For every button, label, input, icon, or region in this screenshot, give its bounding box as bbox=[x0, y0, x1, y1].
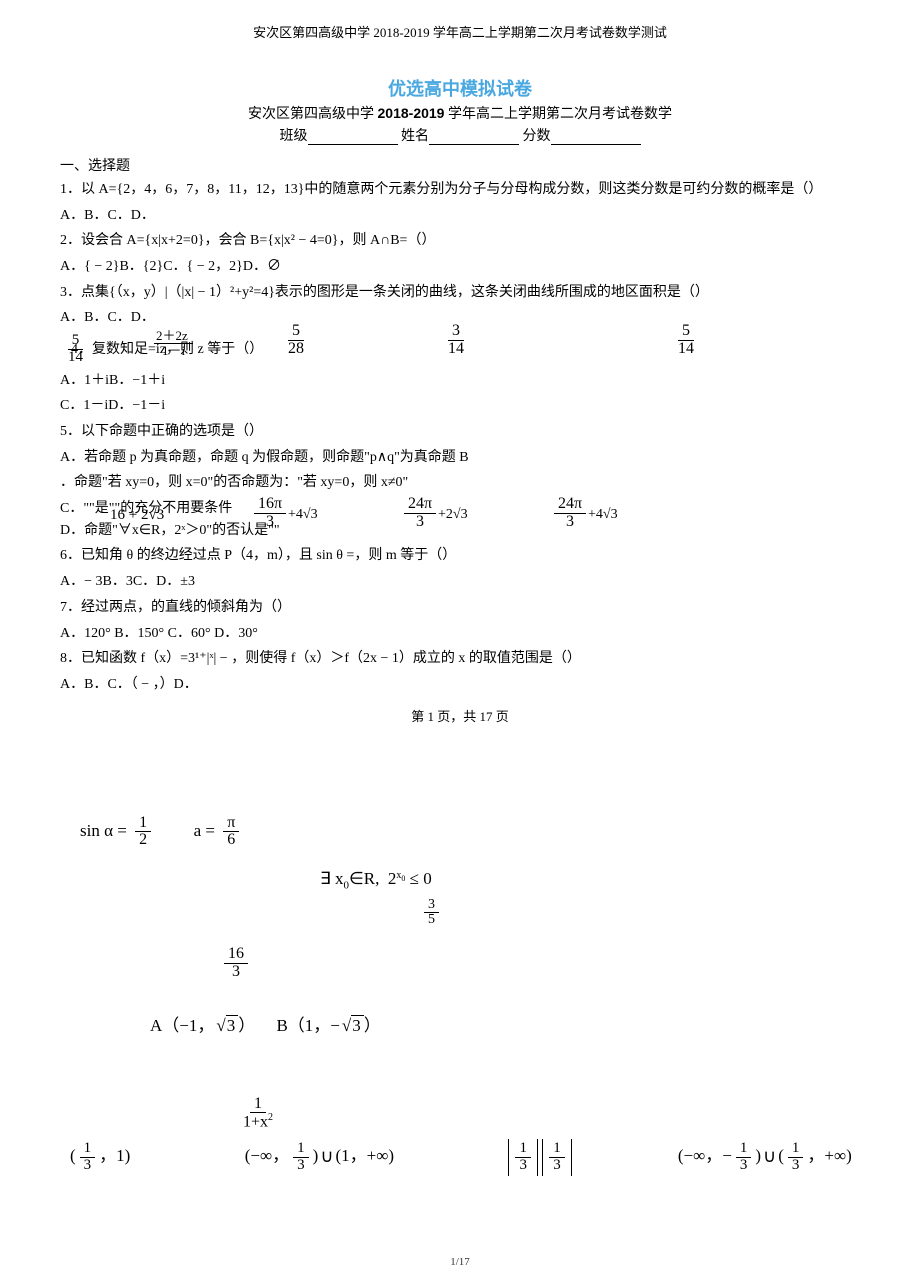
frac-3-5: 35 bbox=[420, 898, 443, 928]
page-header: 安次区第四高级中学 2018-2019 学年高二上学期第二次月考试卷数学测试 bbox=[0, 0, 920, 51]
question-1: 1．以 A={2，4，6，7，8，11，12，13}中的随意两个元素分别为分子与… bbox=[60, 179, 860, 201]
frac-5-28: 5 28 bbox=[280, 323, 312, 358]
question-7-opts: A．120° B．150° C．60° D．30° bbox=[60, 623, 860, 645]
question-8: 8．已知函数 f（x）=3¹⁺|ˣ| − ，则使得 f（x）＞f（2x − 1）… bbox=[60, 648, 860, 670]
content-area: 优选高中模拟试卷 安次区第四高级中学 2018-2019 学年高二上学期第二次月… bbox=[0, 75, 920, 725]
question-5-a: A．若命题 p 为真命题，命题 q 为假命题，则命题"p∧q"为真命题 B bbox=[60, 447, 860, 469]
interval-c: 13 13 bbox=[508, 1139, 571, 1176]
field-name-label: 姓名 bbox=[401, 129, 429, 144]
stack-bot: 1－i bbox=[154, 344, 193, 358]
lm-row-1: sin α = 12 a = π6 bbox=[60, 815, 860, 850]
frac-24pi-3-a: 24π 3 bbox=[400, 496, 440, 531]
sixteen-text: 16 + 2√3 bbox=[110, 504, 164, 527]
frac-num: 5 bbox=[678, 323, 694, 341]
question-4-opt-c: C．1－iD．−1－i bbox=[60, 395, 860, 417]
frac-16pi-3: 16π 3 bbox=[250, 496, 290, 531]
mid-page-number: 第 1 页，共 17 页 bbox=[60, 706, 860, 725]
frac-1-1x2: 1 1+x2 bbox=[235, 1096, 281, 1132]
frac-num: 16π bbox=[254, 496, 286, 514]
plus-2sqrt3: +2√3 bbox=[438, 504, 468, 526]
question-3: 3．点集{（x，y）|（|x| − 1）²+y²=4}表示的图形是一条关闭的曲线… bbox=[60, 282, 860, 304]
frac-24pi-3-b: 24π 3 bbox=[550, 496, 590, 531]
stack-top: 2＋2z bbox=[154, 329, 193, 344]
interval-a: (13，1) bbox=[70, 1141, 139, 1174]
exists-expr: ∃ x0∈R, 2x0 ≤ 0 bbox=[320, 869, 432, 888]
exam-title-pre: 安次区第四高级中学 bbox=[248, 107, 378, 122]
frac-pi-6: π6 bbox=[219, 815, 243, 850]
watermark-title: 优选高中模拟试卷 bbox=[60, 75, 860, 101]
lm-row-3: 35 bbox=[60, 898, 860, 928]
interval-d: (−∞，−13)∪(13，+∞) bbox=[678, 1141, 860, 1174]
frac-den: 3 bbox=[262, 514, 278, 531]
sin-alpha: sin α = bbox=[80, 821, 127, 840]
frac-den: 3 bbox=[562, 514, 578, 531]
question-4-opt-a: A．1＋iB．−1＋i bbox=[60, 370, 860, 392]
point-B: B（1，−3） bbox=[276, 1016, 380, 1035]
question-5: 5．以下命题中正确的选项是（） bbox=[60, 421, 860, 443]
frac-5-14-b: 5 14 bbox=[670, 323, 702, 358]
plus-4sqrt3-b: +4√3 bbox=[588, 504, 618, 526]
field-class-label: 班级 bbox=[280, 129, 308, 144]
lm-row-7: (13，1) (−∞，13)∪(1，+∞) 13 13 (−∞，−13)∪(13… bbox=[60, 1139, 860, 1176]
question-2: 2．设会合 A={x|x+2=0}，会合 B={x|x² − 4=0}，则 A∩… bbox=[60, 230, 860, 252]
field-score-blank bbox=[551, 130, 641, 145]
frac-den: 3 bbox=[412, 514, 428, 531]
field-name-blank bbox=[429, 130, 519, 145]
frac-16-3: 163 bbox=[220, 946, 252, 981]
stack-2-2z: 2＋2z 1－i bbox=[154, 329, 193, 359]
frac-den: 14 bbox=[444, 341, 468, 358]
fields-line: 班级 姓名 分数 bbox=[60, 125, 860, 145]
page-footer: 1/17 bbox=[0, 1256, 920, 1288]
frac-num: 5 bbox=[288, 323, 304, 341]
question-2-opts: A．{ − 2}B．{2}C．{ − 2，2}D．∅ bbox=[60, 256, 860, 278]
question-8-opts: A．B．C．（ − ，）D． bbox=[60, 674, 860, 696]
lm-row-6: 1 1+x2 bbox=[60, 1096, 860, 1132]
interval-b: (−∞，13)∪(1，+∞) bbox=[245, 1141, 403, 1174]
a-eq: a = bbox=[194, 821, 215, 840]
frac-den: 28 bbox=[284, 341, 308, 358]
section-title-1: 一、选择题 bbox=[60, 155, 860, 175]
question-6: 6．已知角 θ 的终边经过点 P（4，m），且 sin θ =，则 m 等于（） bbox=[60, 545, 860, 567]
question-5-cd-row: C．""是""的充分不用要条件 D．命题"∀x∈R，2ˣ＞0"的否认是"" 16… bbox=[60, 498, 860, 541]
lm-row-5: A（−1，3） B（1，−3） bbox=[60, 1011, 860, 1036]
frac-3-14: 3 14 bbox=[440, 323, 472, 358]
field-score-label: 分数 bbox=[523, 129, 551, 144]
question-6-opts: A．− 3B．3C．D．±3 bbox=[60, 571, 860, 593]
frac-num: 24π bbox=[554, 496, 586, 514]
plus-4sqrt3-a: +4√3 bbox=[288, 504, 318, 526]
frac-num: 3 bbox=[448, 323, 464, 341]
question-4-row: 5 14 4．复数知足=iz，则 z 等于（） 2＋2z 1－i 5 28 3 … bbox=[60, 333, 860, 366]
lm-row-4: 163 bbox=[60, 946, 860, 981]
frac-1-2: 12 bbox=[131, 815, 155, 850]
question-5-b: ．命题"若 xy=0，则 x=0"的否命题为："若 xy=0，则 x≠0" bbox=[60, 472, 860, 494]
question-7: 7．经过两点，的直线的倾斜角为（） bbox=[60, 597, 860, 619]
exam-title-post: 学年高二上学期第二次月考试卷数学 bbox=[444, 107, 672, 122]
exam-title-year: 2018-2019 bbox=[378, 105, 445, 121]
exam-title: 安次区第四高级中学 2018-2019 学年高二上学期第二次月考试卷数学 bbox=[60, 103, 860, 123]
lower-math-block: sin α = 12 a = π6 ∃ x0∈R, 2x0 ≤ 0 35 163… bbox=[0, 815, 920, 1176]
question-1-opts: A．B．C．D． bbox=[60, 205, 860, 227]
point-A: A（−1，3） bbox=[150, 1016, 255, 1035]
frac-num: 24π bbox=[404, 496, 436, 514]
lm-row-2: ∃ x0∈R, 2x0 ≤ 0 bbox=[60, 869, 860, 891]
field-class-blank bbox=[308, 130, 398, 145]
frac-den: 14 bbox=[674, 341, 698, 358]
